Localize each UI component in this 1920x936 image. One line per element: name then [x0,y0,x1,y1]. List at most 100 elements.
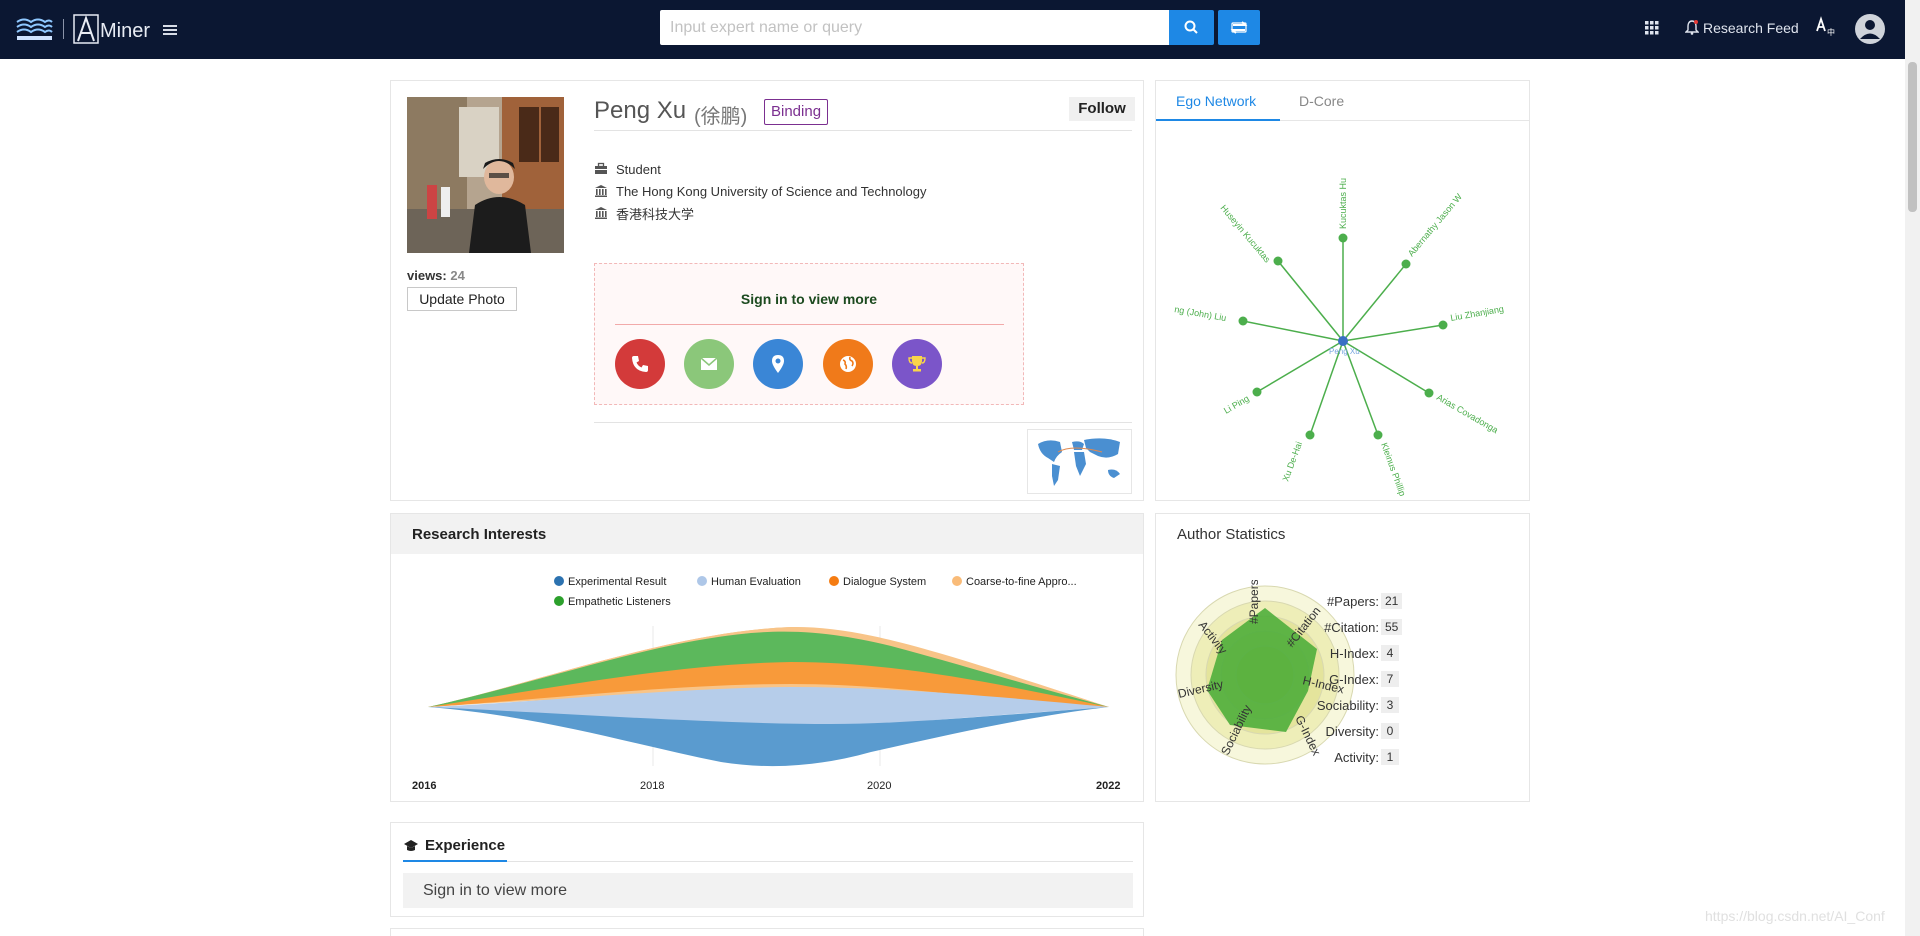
menu-toggle-icon[interactable] [163,25,177,36]
legend-item[interactable]: Human Evaluation [711,576,801,588]
research-streamgraph[interactable]: Experimental Result Human Evaluation Dia… [391,554,1143,802]
experience-card: Experience Sign in to view more [390,822,1144,917]
location-icon [772,355,784,373]
world-map-thumbnail[interactable] [1027,429,1132,494]
apps-grid-icon[interactable] [1645,21,1659,35]
node-label: Li Ping [1222,393,1251,415]
views-label: views: [407,268,447,283]
mail-button[interactable] [684,339,734,389]
graduation-cap-icon [404,839,418,851]
follow-button[interactable]: Follow [1069,97,1135,121]
research-feed-link[interactable]: Research Feed [1703,20,1799,36]
legend-item[interactable]: Experimental Result [568,576,666,588]
svg-text:中: 中 [1827,27,1835,37]
stat-row: #Papers: 21 [1286,593,1403,610]
position-row: Student [594,159,661,179]
user-icon [1860,20,1880,39]
legend-item[interactable]: Empathetic Listeners [568,596,671,608]
homepage-button[interactable] [823,339,873,389]
researcher-name: Peng Xu [594,97,687,124]
experience-divider [507,861,1133,862]
views-value: 24 [450,268,465,283]
update-photo-button[interactable]: Update Photo [407,287,517,311]
stat-value: 7 [1381,671,1399,687]
phone-button[interactable] [615,339,665,389]
experience-title: Experience [425,837,506,854]
ego-network-card: Ego Network D-Core Peng Xu [1155,80,1530,501]
stat-value: 0 [1381,723,1399,739]
honors-button[interactable] [892,339,942,389]
experience-heading: Experience [403,837,505,854]
stat-value: 4 [1381,645,1399,661]
experimental-result-layer[interactable] [428,707,1109,767]
active-tab-underline [1156,119,1280,121]
stat-row: G-Index: 7 [1286,671,1399,688]
author-statistics-card: Author Statistics #Papers #Citation H-In… [1155,513,1530,802]
center-node-label: Peng Xu [1329,347,1360,356]
year-tick: 2016 [412,780,436,792]
swap-icon [1230,21,1248,34]
watermark-text: https://blog.csdn.net/AI_Conf [1705,908,1885,924]
page-scrollbar[interactable] [1905,0,1920,936]
stat-row: Sociability: 3 [1286,697,1399,714]
node-label: Kleinus Phillip [1379,441,1408,497]
stat-row: H-Index: 4 [1286,645,1399,662]
views-counter: views: 24 [407,268,465,283]
stat-row: #Citation: 55 [1286,619,1403,636]
profile-photo [407,97,564,253]
stat-label: Sociability: [1316,698,1379,713]
scrollbar-thumb[interactable] [1908,62,1917,212]
author-statistics-title: Author Statistics [1177,526,1286,543]
stat-label: Diversity: [1325,724,1379,739]
year-tick: 2020 [867,780,891,792]
brand-name[interactable]: Miner [100,20,151,42]
tab-ego-network[interactable]: Ego Network [1176,93,1257,109]
globe-icon [840,356,856,372]
affiliation-zh-text: 香港科技大学 [616,207,695,223]
location-button[interactable] [753,339,803,389]
position-text: Student [616,161,661,177]
section-divider [594,422,1132,423]
affiliation-text: The Hong Kong University of Science and … [616,183,927,199]
tab-d-core[interactable]: D-Core [1299,93,1345,109]
statistics-radar-chart[interactable]: #Papers #Citation H-Index G-Index Sociab… [1170,580,1360,770]
next-section-card [390,928,1144,936]
institution-icon [595,185,607,197]
search-button[interactable] [1169,10,1214,45]
trophy-icon [908,356,926,372]
stat-value: 21 [1381,593,1403,609]
radar-axis-label: #Papers [1247,580,1261,624]
stat-row: Diversity: 0 [1286,723,1399,740]
ego-network-graph[interactable]: Peng Xu Kucuktas Hu Abernathy Jason W Li… [1156,122,1529,500]
switch-search-button[interactable] [1218,10,1260,45]
binding-button[interactable]: Binding [764,99,829,125]
top-navbar: Miner Research Feed 中 [0,0,1905,59]
center-node[interactable] [1338,336,1348,346]
language-icon[interactable]: 中 [1815,15,1837,37]
aminer-logo-icon[interactable] [73,14,153,44]
stat-label: #Papers: [1326,594,1379,609]
research-interests-card: Research Interests Experimental Result H… [390,513,1144,802]
bell-icon[interactable] [1685,19,1699,35]
affiliation-row: The Hong Kong University of Science and … [594,181,927,201]
legend-item[interactable]: Coarse-to-fine Appro... [966,576,1077,588]
search-input[interactable] [660,10,1169,45]
search-icon [1184,20,1198,34]
acemap-logo-icon[interactable] [14,14,54,44]
year-tick: 2022 [1096,780,1120,792]
researcher-name-zh: (徐鹏) [694,106,748,128]
experience-signin-prompt[interactable]: Sign in to view more [403,873,1133,908]
node-label: Liu Zhanjiang [1450,304,1505,323]
signin-divider [615,324,1004,325]
node-label: Abernathy Jason W [1406,191,1464,258]
node-label: Kucuktas Hu [1338,178,1348,229]
stat-row: Activity: 1 [1286,749,1399,766]
user-avatar[interactable] [1855,14,1885,44]
signin-prompt[interactable]: Sign in to view more [740,291,878,307]
node-label: Huseyin Kucuktas [1218,203,1272,265]
dialogue-system-layer[interactable] [428,662,1109,707]
name-header: Peng Xu (徐鹏) Binding Follow [594,95,1135,131]
legend-item[interactable]: Dialogue System [843,576,926,588]
mail-icon [700,357,718,370]
human-evaluation-layer[interactable] [428,687,1109,730]
